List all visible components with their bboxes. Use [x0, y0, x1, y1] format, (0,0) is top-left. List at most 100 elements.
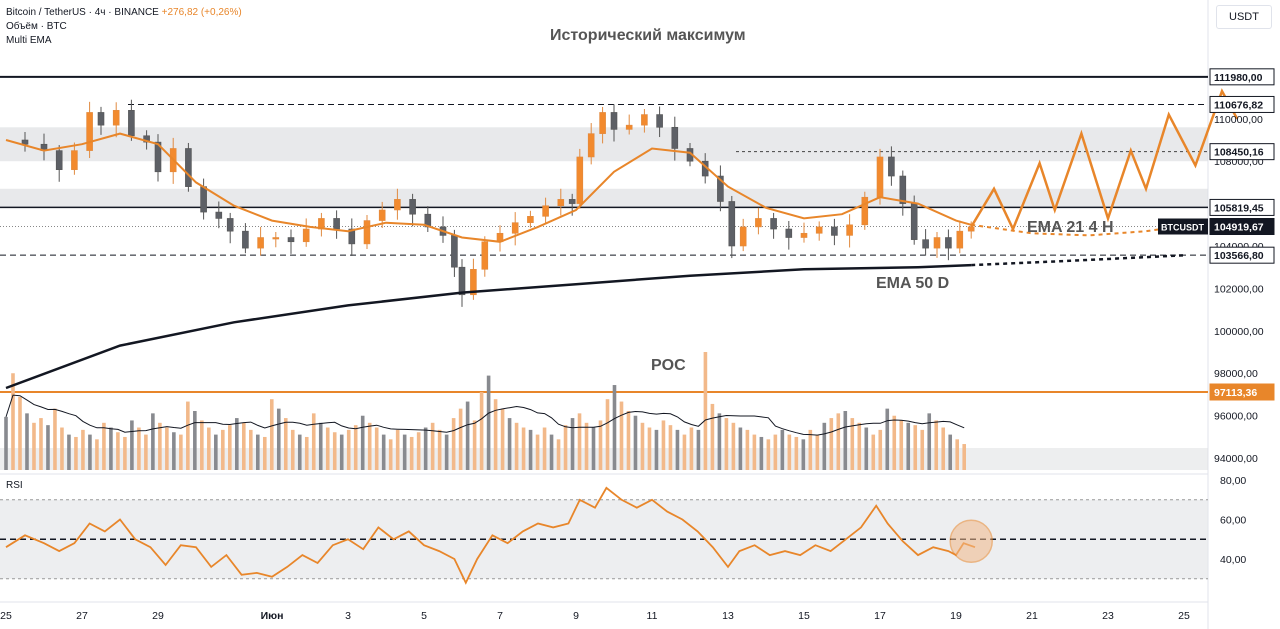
candle-body[interactable] [576, 156, 584, 204]
candle-body[interactable] [910, 203, 918, 240]
candle-body[interactable] [185, 148, 192, 187]
volume-bar [752, 434, 757, 470]
price-axis-tick: 102000,00 [1214, 283, 1264, 295]
candle-body[interactable] [945, 237, 952, 249]
volume-bar [451, 418, 456, 470]
candle-body[interactable] [458, 266, 466, 296]
volume-bar [381, 434, 386, 470]
candle-body[interactable] [800, 232, 808, 238]
candle-body[interactable] [112, 110, 120, 126]
volume-bar [808, 429, 813, 470]
candle-body[interactable] [154, 141, 162, 173]
candle-body[interactable] [511, 222, 519, 234]
candle-body[interactable] [717, 175, 724, 202]
volume-bar [242, 422, 246, 470]
rsi-legend[interactable]: RSI [6, 480, 23, 491]
candle-body[interactable] [785, 228, 793, 238]
candle-body[interactable] [481, 241, 489, 270]
candle-body[interactable] [242, 230, 249, 249]
candle-body[interactable] [226, 218, 234, 232]
candle-body[interactable] [888, 156, 895, 177]
candle-body[interactable] [272, 237, 280, 240]
indicator-legend[interactable]: Multi EMA [6, 35, 52, 46]
volume-bar [745, 429, 750, 470]
volume-bar [465, 401, 470, 470]
volume-bar [207, 427, 211, 470]
candle-body[interactable] [97, 112, 105, 126]
candle-body[interactable] [378, 209, 386, 221]
volume-bar [514, 422, 519, 470]
candle-body[interactable] [568, 199, 576, 204]
candle-body[interactable] [599, 112, 606, 134]
volume-bar [710, 403, 715, 470]
candle-body[interactable] [671, 126, 679, 149]
volume-bar [137, 427, 141, 470]
volume-bar [640, 422, 645, 470]
candle-body[interactable] [815, 226, 823, 234]
price-label-box [1209, 198, 1275, 216]
volume-bar [500, 408, 505, 470]
candle-body[interactable] [933, 237, 941, 249]
symbol-label[interactable]: Bitcoin / TetherUS · 4ч · BINANCE [6, 7, 159, 18]
candle-body[interactable] [71, 150, 78, 170]
volume-bar [843, 411, 848, 470]
candle-body[interactable] [610, 112, 618, 130]
rsi-line[interactable] [5, 486, 976, 585]
volume-bar [759, 436, 764, 470]
candle-body[interactable] [363, 220, 371, 245]
ema50-line[interactable] [5, 263, 972, 390]
candle-body[interactable] [200, 186, 207, 213]
volume-bar [165, 427, 169, 470]
candle-body[interactable] [899, 175, 907, 204]
time-axis-tick: Июн [261, 610, 284, 622]
candle-body[interactable] [333, 218, 340, 230]
candle-body[interactable] [287, 237, 295, 243]
volume-bar [276, 408, 281, 470]
candle-body[interactable] [922, 239, 929, 249]
candle-body[interactable] [956, 230, 964, 249]
candle-body[interactable] [257, 237, 264, 249]
volume-bar [39, 418, 43, 470]
candle-body[interactable] [861, 196, 869, 226]
candle-body[interactable] [739, 226, 747, 247]
candle-body[interactable] [128, 110, 135, 137]
candle-body[interactable] [831, 226, 838, 236]
currency-unit-button[interactable]: USDT [1216, 5, 1272, 29]
candle-body[interactable] [557, 199, 565, 207]
volume-bar [109, 427, 113, 470]
ema21-projection-line [971, 223, 1185, 237]
candle-body[interactable] [876, 156, 884, 198]
volume-legend[interactable]: Объём · BTC [6, 21, 67, 32]
volume-bar [193, 411, 197, 470]
candle-body[interactable] [470, 269, 477, 296]
candle-body[interactable] [394, 199, 401, 211]
price-label: 103566,80 [1214, 250, 1264, 262]
candle-body[interactable] [143, 135, 150, 143]
candle-body[interactable] [409, 199, 416, 215]
ema21-line[interactable] [5, 132, 972, 243]
time-axis-tick: 5 [421, 610, 427, 622]
candle-body[interactable] [641, 114, 648, 126]
candle-body[interactable] [542, 205, 549, 217]
candle-body[interactable] [625, 124, 633, 130]
candle-body[interactable] [587, 133, 595, 158]
candle-body[interactable] [527, 216, 534, 223]
volume-bar [906, 422, 911, 470]
candle-body[interactable] [656, 114, 663, 128]
candle-body[interactable] [348, 228, 356, 245]
volume-bar [437, 429, 442, 470]
candle-body[interactable] [728, 201, 736, 247]
candle-body[interactable] [86, 112, 93, 151]
candle-body[interactable] [55, 150, 63, 170]
candle-body[interactable] [755, 218, 762, 228]
volume-bar [584, 422, 589, 470]
candle-body[interactable] [846, 224, 853, 236]
volume-bar [941, 427, 946, 470]
candle-body[interactable] [302, 228, 310, 243]
candle-body[interactable] [451, 235, 458, 268]
candle-body[interactable] [215, 211, 223, 219]
candle-body[interactable] [770, 218, 777, 230]
candle-body[interactable] [967, 226, 975, 232]
candle-body[interactable] [21, 139, 29, 145]
